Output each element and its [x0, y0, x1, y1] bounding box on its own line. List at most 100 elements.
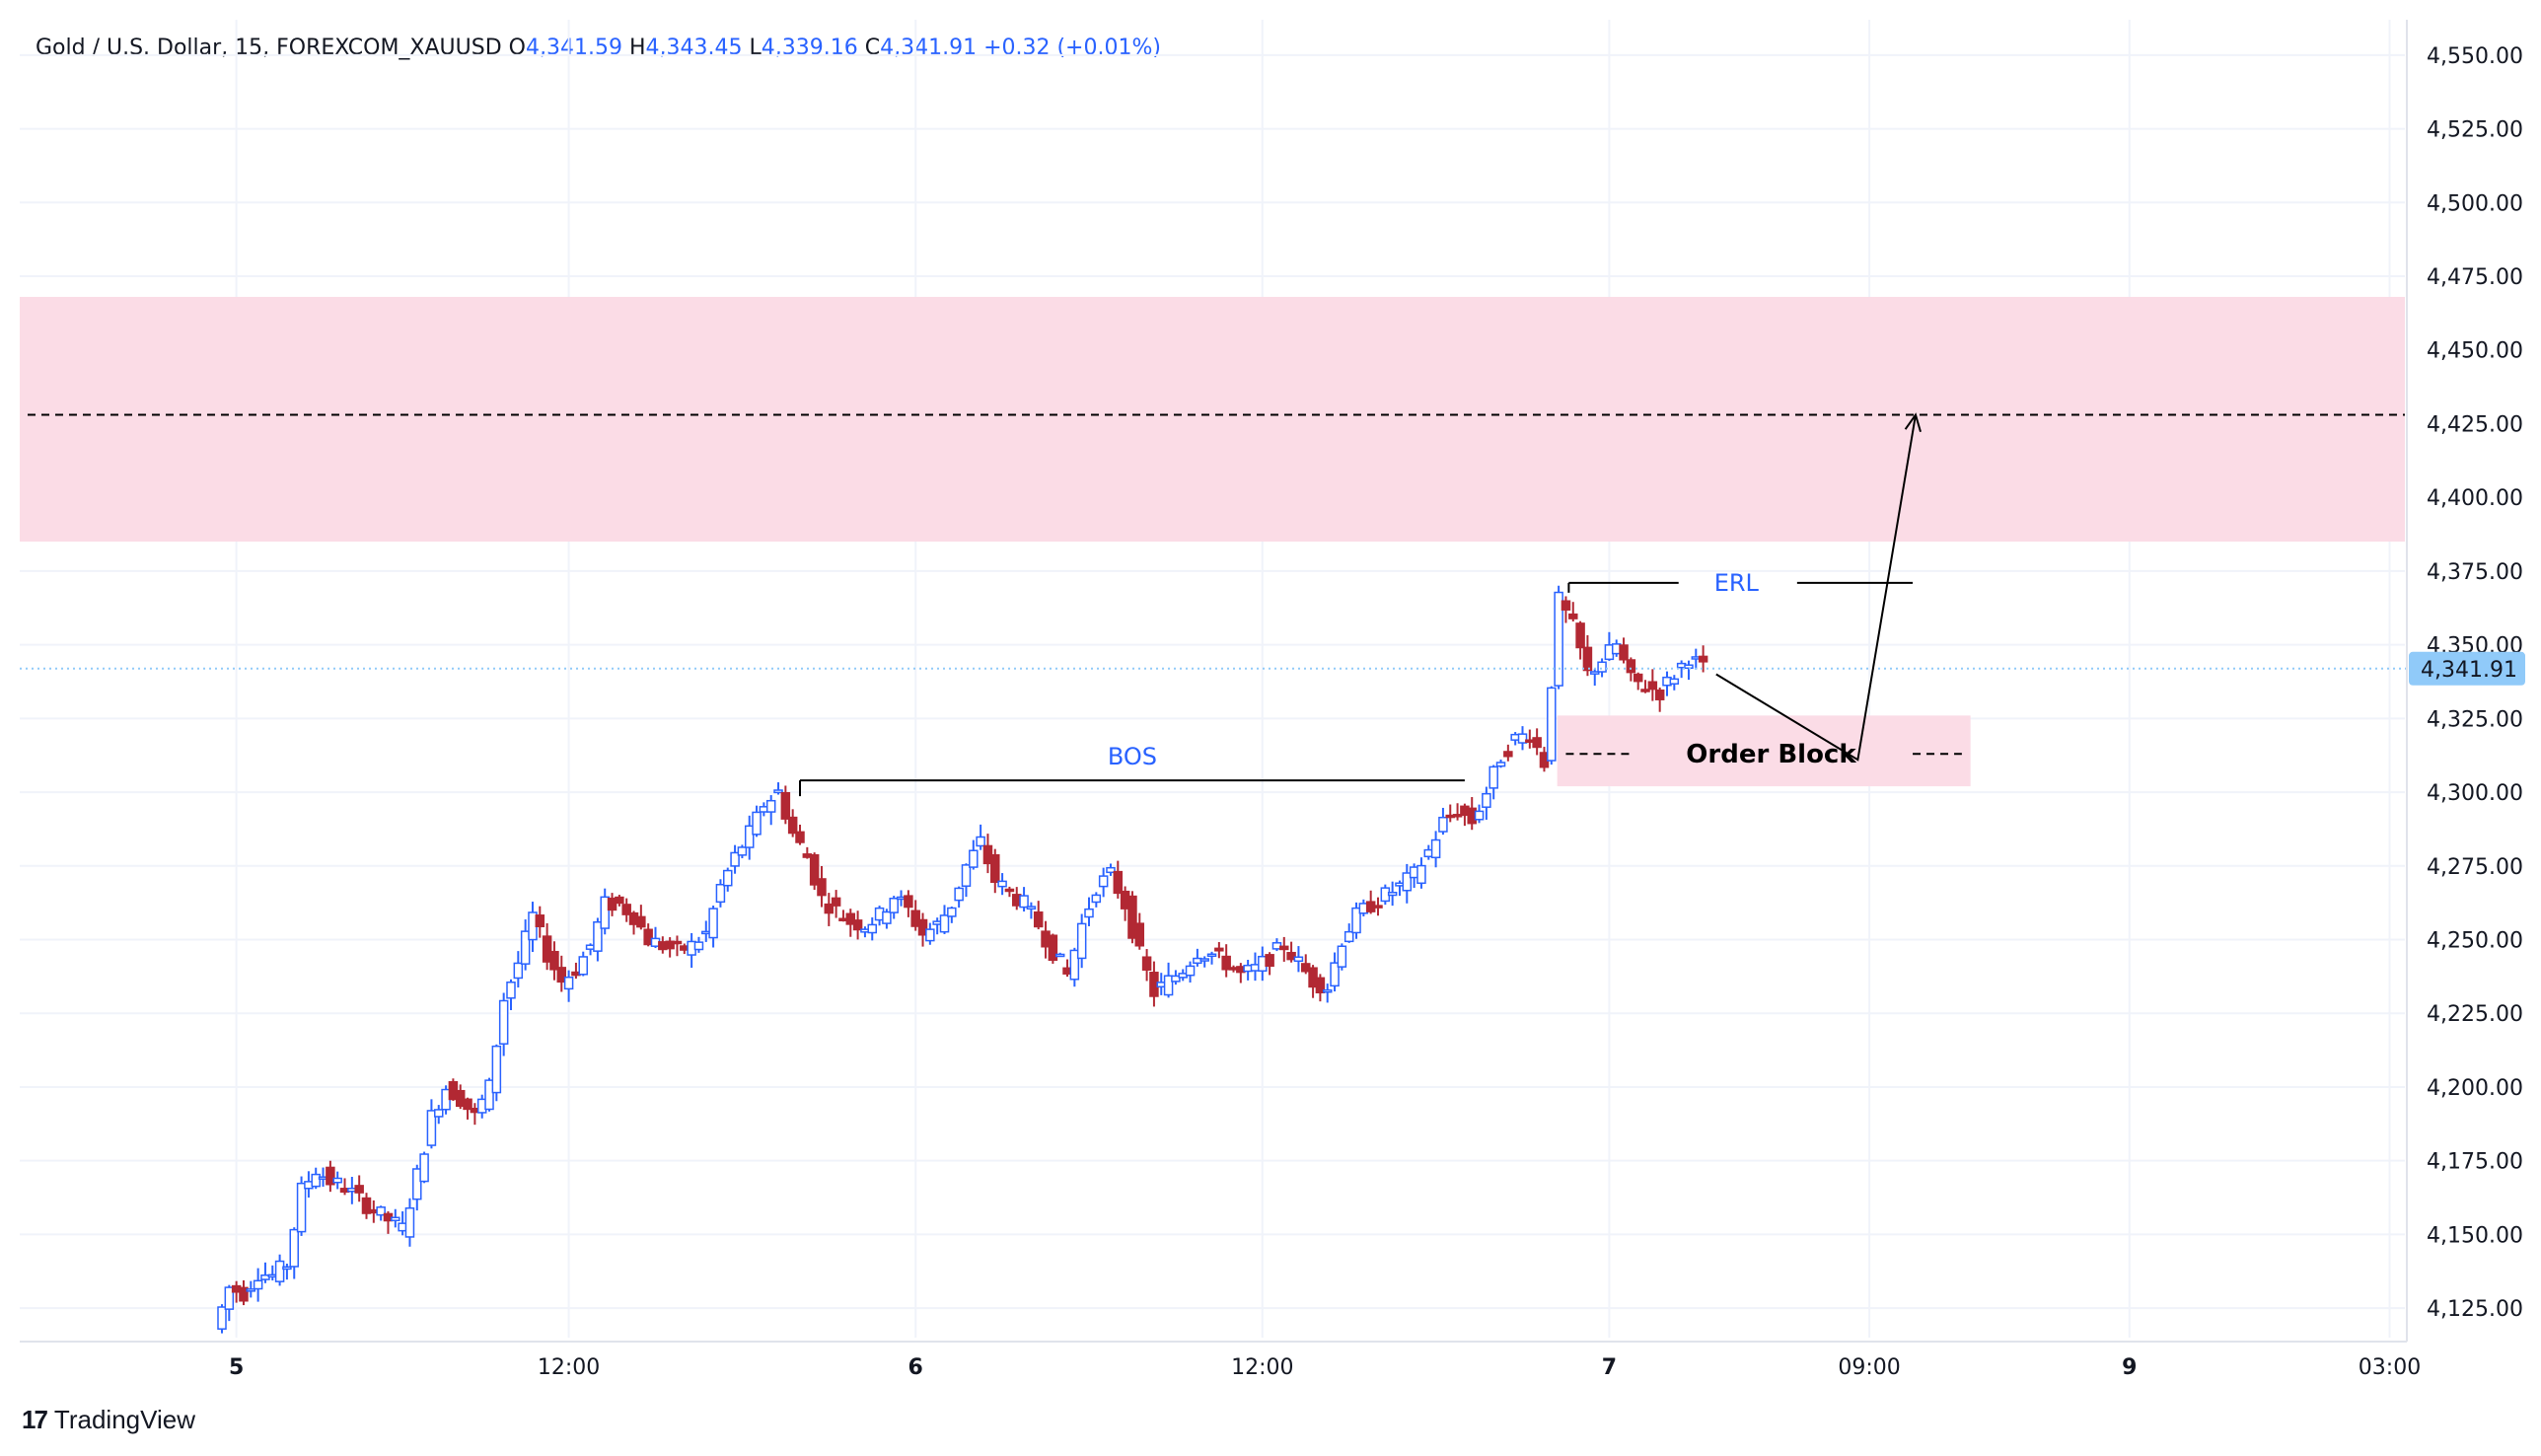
candle-body [1488, 765, 1498, 789]
candle-body [391, 1216, 400, 1221]
candle-body [852, 919, 863, 931]
candle-body [904, 895, 913, 909]
price-tick-label: 4,300.00 [2427, 781, 2523, 806]
candle-body [289, 1228, 299, 1268]
low-label: L [749, 36, 762, 60]
candle-body [1185, 965, 1196, 977]
candle-body [917, 918, 928, 936]
candle-body [1532, 737, 1542, 749]
candle-body [1206, 953, 1217, 958]
candle-body [1402, 872, 1413, 892]
candle-body [997, 880, 1007, 888]
candle-body [426, 1110, 437, 1146]
candle-body [867, 923, 877, 934]
candle-body [1640, 689, 1650, 692]
candle-body [1337, 945, 1347, 968]
candle-body [549, 950, 559, 971]
candle-body [1669, 678, 1680, 685]
candle-body [1127, 895, 1137, 939]
candle-body [1430, 838, 1441, 859]
candle-body [621, 904, 631, 915]
time-tick-label: 5 [229, 1355, 244, 1380]
candle-body [1171, 975, 1181, 983]
candle-body [795, 831, 805, 843]
candle-body [817, 878, 827, 897]
candle-body [910, 910, 920, 927]
candle-body [1214, 947, 1224, 952]
candle-body [925, 928, 935, 942]
candle-body [253, 1279, 263, 1290]
candle-body [434, 1109, 444, 1118]
tradingview-brand[interactable]: 17 TradingView [22, 1405, 195, 1435]
candle-body [1141, 956, 1152, 971]
candle-body [600, 896, 610, 929]
projection-path [1715, 414, 1917, 762]
price-axis[interactable]: 4,550.00 4,525.00 4,500.00 4,475.00 4,450.00… [2406, 20, 2525, 1342]
candle-body [1134, 922, 1145, 947]
time-tick-label: 12:00 [538, 1355, 600, 1380]
candle-body [780, 791, 791, 820]
candle-body [542, 935, 552, 963]
price-tick-label: 4,550.00 [2427, 44, 2523, 69]
candle-body [723, 869, 733, 887]
candle-body [1582, 646, 1593, 672]
candle-body [1199, 958, 1209, 962]
candle-body [954, 887, 964, 902]
candle-body [831, 897, 841, 907]
candle-body [1106, 866, 1116, 874]
time-tick-label: 09:00 [1838, 1355, 1900, 1380]
candle-body [1654, 689, 1665, 700]
candle-body [615, 896, 624, 905]
candle-body [506, 982, 516, 999]
candle-body [311, 1173, 321, 1188]
candle-body [1547, 687, 1557, 762]
candle-body [1293, 956, 1304, 963]
candle-body [1387, 891, 1398, 897]
current-price-label: 4,341.91 [2421, 658, 2517, 683]
candle-body [1517, 733, 1528, 744]
price-tick-label: 4,475.00 [2427, 265, 2523, 290]
candle-body [845, 912, 856, 925]
candle-body [1221, 955, 1231, 971]
candle-body [361, 1197, 372, 1214]
candle-body [376, 1206, 386, 1216]
candle-body [354, 1185, 364, 1194]
candle-body [672, 940, 683, 945]
price-tick-label: 4,375.00 [2427, 560, 2523, 585]
price-tick-label: 4,225.00 [2427, 1002, 2523, 1027]
candle-body [1495, 762, 1506, 767]
candle-body [636, 915, 646, 928]
candle-body [1647, 681, 1658, 691]
candle-body [455, 1089, 466, 1108]
candle-body [332, 1177, 342, 1184]
candle-body [556, 967, 567, 983]
candle-body [217, 1306, 227, 1330]
candle-body [513, 962, 524, 980]
candle-body [1330, 962, 1340, 987]
price-tick-label: 4,450.00 [2427, 339, 2523, 364]
candle-body [1698, 655, 1708, 663]
candle-body [296, 1182, 307, 1233]
candle-body [773, 789, 783, 794]
candle-body [961, 864, 972, 887]
candle-body [1054, 953, 1065, 958]
price-tick-label: 4,200.00 [2427, 1076, 2523, 1101]
candle-body [1069, 949, 1080, 981]
price-tick-label: 4,425.00 [2427, 412, 2523, 437]
candle-body [412, 1168, 422, 1201]
time-tick-label: 03:00 [2359, 1355, 2421, 1380]
candle-body [1315, 977, 1326, 994]
grid-lines [20, 20, 2405, 1338]
price-tick-label: 4,250.00 [2427, 929, 2523, 954]
candles [20, 585, 2407, 1334]
time-tick-label: 6 [908, 1355, 923, 1380]
time-tick-label: 7 [1602, 1355, 1617, 1380]
candle-body [809, 853, 820, 886]
candle-body [520, 930, 531, 965]
candle-body [1373, 905, 1383, 909]
candle-body [1416, 864, 1426, 885]
candle-body [1098, 875, 1109, 888]
candle-body [939, 914, 950, 933]
